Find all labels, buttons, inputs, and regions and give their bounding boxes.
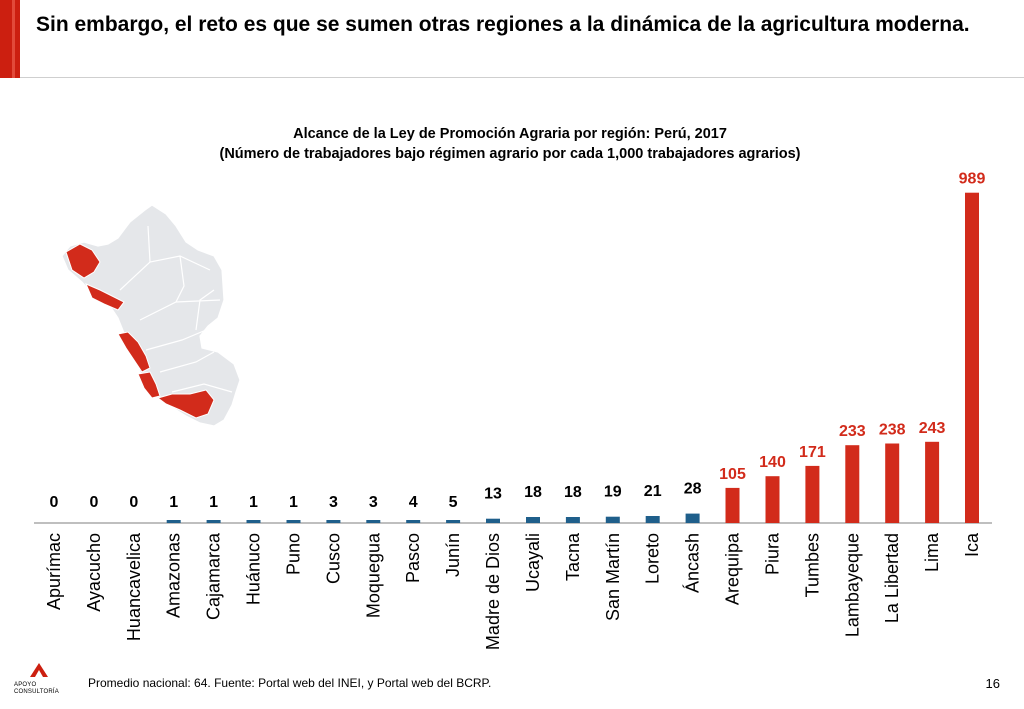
value-label-loreto: 21 xyxy=(644,483,662,500)
value-label-tumbes: 171 xyxy=(799,444,826,461)
category-label-cusco: Cusco xyxy=(323,533,343,584)
bar-cusco xyxy=(326,520,341,523)
value-label-cajamarca: 1 xyxy=(209,494,218,511)
value-label-cusco: 3 xyxy=(329,494,338,511)
category-label-arequipa: Arequipa xyxy=(723,532,743,605)
value-label-apurimac: 0 xyxy=(50,494,59,511)
value-label-lima: 243 xyxy=(919,420,946,437)
logo-mark-icon xyxy=(28,662,50,678)
bar-loreto xyxy=(645,516,660,523)
map-region-lima xyxy=(117,331,151,373)
category-label-lambayeque: Lambayeque xyxy=(842,533,862,637)
category-label-amazonas: Amazonas xyxy=(164,533,184,618)
peru-map-base xyxy=(61,204,241,427)
value-label-pasco: 4 xyxy=(409,494,418,511)
bar-ancash xyxy=(685,513,700,523)
bar-cajamarca xyxy=(206,520,221,523)
value-label-tacna: 18 xyxy=(564,484,582,501)
category-label-huanuco: Huánuco xyxy=(244,533,264,605)
map-region-lambayeque-la-libertad xyxy=(85,283,125,311)
category-label-la-libertad: La Libertad xyxy=(882,533,902,623)
map-region-tumbes-piura xyxy=(65,243,101,279)
bar-piura xyxy=(765,476,780,523)
chart-title-line2: (Número de trabajadores bajo régimen agr… xyxy=(219,146,801,162)
category-label-cajamarca: Cajamarca xyxy=(204,532,224,620)
bar-ica xyxy=(965,192,979,523)
bar-pasco xyxy=(406,520,421,523)
bar-amazonas xyxy=(166,520,181,523)
map-region-ica xyxy=(137,371,161,399)
chart-title: Alcance de la Ley de Promoción Agraria p… xyxy=(160,124,860,164)
category-label-pasco: Pasco xyxy=(403,533,423,583)
value-label-huanuco: 1 xyxy=(249,494,258,511)
category-label-ucayali: Ucayali xyxy=(523,533,543,592)
value-label-san-martin: 19 xyxy=(604,484,622,501)
value-label-huancavelica: 0 xyxy=(129,494,138,511)
footnote: Promedio nacional: 64. Fuente: Portal we… xyxy=(88,676,492,690)
bar-lima xyxy=(925,441,940,523)
category-label-madre-de-dios: Madre de Dios xyxy=(483,533,503,650)
bar-san-martin xyxy=(605,516,620,523)
value-label-moquegua: 3 xyxy=(369,494,378,511)
value-label-junin: 5 xyxy=(449,494,458,511)
value-label-lambayeque: 233 xyxy=(839,423,866,440)
category-label-tumbes: Tumbes xyxy=(802,533,822,597)
value-label-arequipa: 105 xyxy=(719,466,746,483)
bar-ucayali xyxy=(526,517,540,523)
bar-arequipa xyxy=(725,487,740,523)
logo-text: APOYO CONSULTORÍA xyxy=(14,682,59,695)
bar-madre-de-dios xyxy=(486,518,500,523)
category-label-piura: Piura xyxy=(763,532,783,575)
title-accent-bar xyxy=(0,0,20,78)
map-region-arequipa xyxy=(156,389,215,419)
value-label-puno: 1 xyxy=(289,494,298,511)
category-label-ica: Ica xyxy=(962,532,982,557)
peru-map xyxy=(61,204,241,427)
category-label-junin: Junín xyxy=(443,533,463,577)
bar-tumbes xyxy=(805,465,820,523)
value-label-amazonas: 1 xyxy=(169,494,178,511)
value-label-madre-de-dios: 13 xyxy=(484,486,502,503)
value-label-ayacucho: 0 xyxy=(89,494,98,511)
page-number: 16 xyxy=(985,676,1000,691)
category-label-moquegua: Moquegua xyxy=(363,532,383,618)
title-accent-stripe xyxy=(12,0,15,78)
bar-moquegua xyxy=(366,520,381,523)
bar-huanuco xyxy=(246,520,261,523)
slide-title: Sin embargo, el reto es que se sumen otr… xyxy=(36,13,970,36)
bar-tacna xyxy=(565,517,580,523)
bar-la-libertad xyxy=(885,443,900,523)
value-label-la-libertad: 238 xyxy=(879,422,906,439)
peru-map-highlight xyxy=(65,243,215,419)
category-label-huancavelica: Huancavelica xyxy=(124,532,144,641)
category-label-tacna: Tacna xyxy=(563,532,583,581)
title-divider xyxy=(20,77,1024,78)
chart-title-line1: Alcance de la Ley de Promoción Agraria p… xyxy=(293,126,727,142)
peru-region-borders xyxy=(119,225,233,393)
category-label-puno: Puno xyxy=(284,533,304,575)
bar-junin xyxy=(446,520,461,523)
value-label-ancash: 28 xyxy=(684,481,702,498)
value-label-piura: 140 xyxy=(759,454,786,471)
category-label-lima: Lima xyxy=(922,532,942,572)
bar-lambayeque xyxy=(845,445,860,523)
value-label-ucayali: 18 xyxy=(524,484,542,501)
company-logo: APOYO CONSULTORÍA xyxy=(14,662,68,702)
category-label-loreto: Loreto xyxy=(643,533,663,584)
bar-puno xyxy=(286,520,301,523)
category-label-ancash: Áncash xyxy=(683,533,703,593)
category-label-san-martin: San Martín xyxy=(603,533,623,621)
category-label-ayacucho: Ayacucho xyxy=(84,533,104,612)
category-label-apurimac: Apurímac xyxy=(44,533,64,610)
value-label-ica: 989 xyxy=(959,171,986,188)
